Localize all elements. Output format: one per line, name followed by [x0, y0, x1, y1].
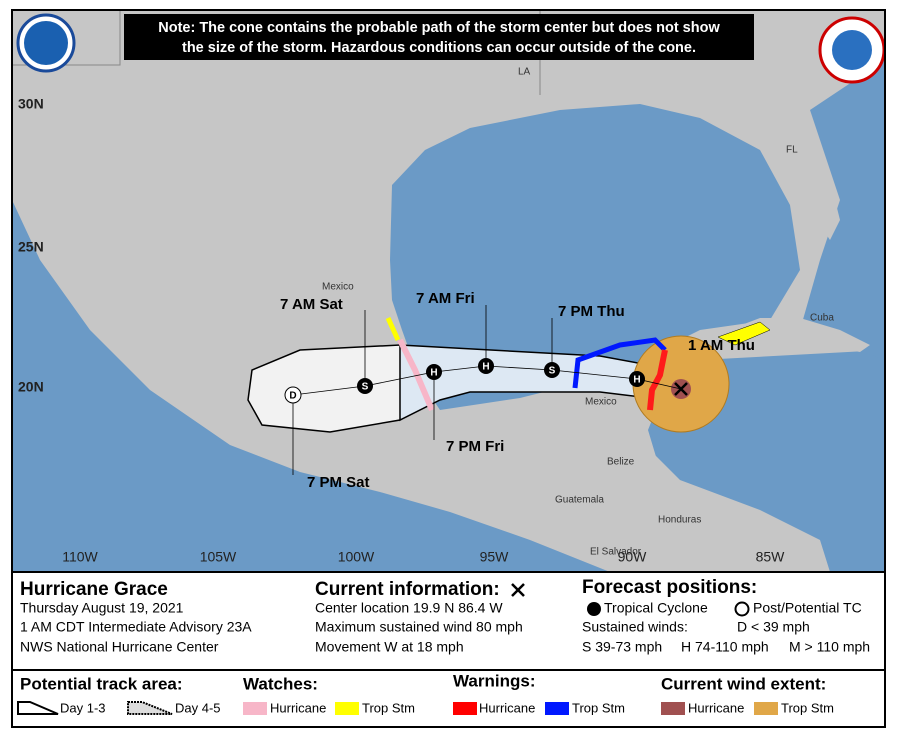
- hurricane-watch-swatch: [243, 702, 267, 715]
- marker-letter: H: [482, 362, 489, 373]
- lon-label: 100W: [338, 549, 375, 565]
- nws-logo: [832, 30, 872, 70]
- forecast-title: Forecast positions:: [582, 577, 757, 598]
- florida: [770, 130, 840, 240]
- wind-range: S 39-73 mph: [582, 639, 662, 655]
- legend-item: Trop Stm: [362, 700, 415, 715]
- forecast-time: 7 AM Sat: [280, 296, 343, 313]
- legend-item: Hurricane: [688, 700, 744, 715]
- position-marker: [544, 362, 560, 378]
- day45-icon: [127, 701, 173, 715]
- label-leader: [292, 305, 553, 475]
- tc-icon: [587, 602, 601, 616]
- marker-letter: H: [633, 375, 640, 386]
- trop-storm-warning: [572, 337, 667, 389]
- trop-storm-warning-swatch: [545, 702, 569, 715]
- forecast-time: 7 AM Fri: [416, 290, 475, 307]
- place-label: Mexico: [322, 282, 354, 293]
- wind-range: M > 110 mph: [789, 639, 870, 655]
- position-marker: [629, 371, 645, 387]
- info-line: NWS National Hurricane Center: [20, 639, 219, 655]
- trop-storm-watch-swatch: [335, 702, 359, 715]
- post-tc-label: Post/Potential TC: [753, 600, 862, 616]
- position-marker: [478, 358, 494, 374]
- day45-label: Day 4-5: [175, 700, 221, 715]
- current-line: Center location 19.9 N 86.4 W: [315, 600, 503, 616]
- info-panel: Hurricane Grace Thursday August 19, 2021…: [11, 571, 886, 728]
- place-label: Mexico: [585, 397, 617, 408]
- lat-label: 25N: [18, 239, 44, 255]
- day13-label: Day 1-3: [60, 700, 106, 715]
- hurricane-warning: [647, 349, 668, 411]
- sustained-label: Sustained winds:: [582, 619, 688, 635]
- lon-label: 105W: [200, 549, 237, 565]
- noaa-logo: [24, 21, 68, 65]
- marker-letter: D: [289, 391, 296, 402]
- info-line: 1 AM CDT Intermediate Advisory 23A: [20, 619, 252, 635]
- track-title: Potential track area:: [20, 674, 183, 693]
- position-marker: [426, 364, 442, 380]
- hurricane-watch: [397, 338, 435, 412]
- hurricane-warning-swatch: [453, 702, 477, 715]
- marker-letter: S: [362, 382, 369, 393]
- pacific-ocean: [12, 200, 610, 572]
- place-label: FL: [786, 145, 798, 156]
- panel-frame: [11, 571, 886, 728]
- position-marker: [357, 378, 373, 394]
- day13-icon: [17, 701, 59, 715]
- map-area: H S H H S D 1 AM Thu 7 PM Thu 7 AM Fri 7…: [11, 9, 886, 573]
- hurricane-wind-swatch: [661, 702, 685, 715]
- legend-item: Trop Stm: [572, 700, 625, 715]
- wind-range: H 74-110 mph: [681, 639, 769, 655]
- lat-label: 30N: [18, 96, 44, 112]
- place-label: LA: [518, 67, 531, 78]
- note-text: the size of the storm. Hazardous conditi…: [182, 40, 696, 56]
- forecast-time: 7 PM Fri: [446, 438, 504, 455]
- info-line: Thursday August 19, 2021: [20, 600, 184, 616]
- lon-label: 110W: [62, 549, 98, 565]
- marker-letter: H: [430, 368, 437, 379]
- gulf-of-mexico: [390, 104, 800, 410]
- storm-name: Hurricane Grace: [20, 579, 168, 600]
- place-label: Belize: [607, 457, 635, 468]
- note-box: [124, 14, 754, 60]
- current-x-icon: [511, 583, 525, 597]
- note-text: Note: The cone contains the probable pat…: [158, 20, 720, 36]
- lon-label: 95W: [480, 549, 510, 565]
- marker-letter: S: [549, 366, 556, 377]
- wind-title: Current wind extent:: [661, 674, 826, 693]
- current-title: Current information:: [315, 579, 500, 600]
- lon-label: 85W: [756, 549, 786, 565]
- legend-item: Hurricane: [270, 700, 326, 715]
- forecast-time: 7 PM Sat: [307, 474, 370, 491]
- legend-item: Hurricane: [479, 700, 535, 715]
- lat-label: 20N: [18, 379, 44, 395]
- place-label: Guatemala: [555, 495, 604, 506]
- atlantic-ocean: [800, 60, 885, 360]
- day13-cone: [399, 344, 666, 422]
- place-label: Cuba: [810, 313, 834, 324]
- watches-title: Watches:: [243, 674, 318, 693]
- forecast-time: 1 AM Thu: [688, 337, 755, 354]
- place-label: Honduras: [658, 515, 701, 526]
- current-line: Movement W at 18 mph: [315, 639, 464, 655]
- trop-storm-wind-swatch: [754, 702, 778, 715]
- warnings-title: Warnings:: [453, 671, 535, 690]
- tc-label: Tropical Cyclone: [604, 600, 708, 616]
- current-line: Maximum sustained wind 80 mph: [315, 619, 523, 635]
- post-tc-icon: [734, 601, 750, 617]
- central-america: [540, 440, 830, 572]
- forecast-time: 7 PM Thu: [558, 303, 625, 320]
- lon-label: 90W: [618, 549, 648, 565]
- place-label: El Salvador: [590, 547, 642, 558]
- wind-range: D < 39 mph: [737, 619, 810, 635]
- trop-storm-watch: [385, 316, 401, 342]
- legend-item: Trop Stm: [781, 700, 834, 715]
- current-position: [674, 382, 688, 396]
- trop-storm-watch: [717, 321, 771, 346]
